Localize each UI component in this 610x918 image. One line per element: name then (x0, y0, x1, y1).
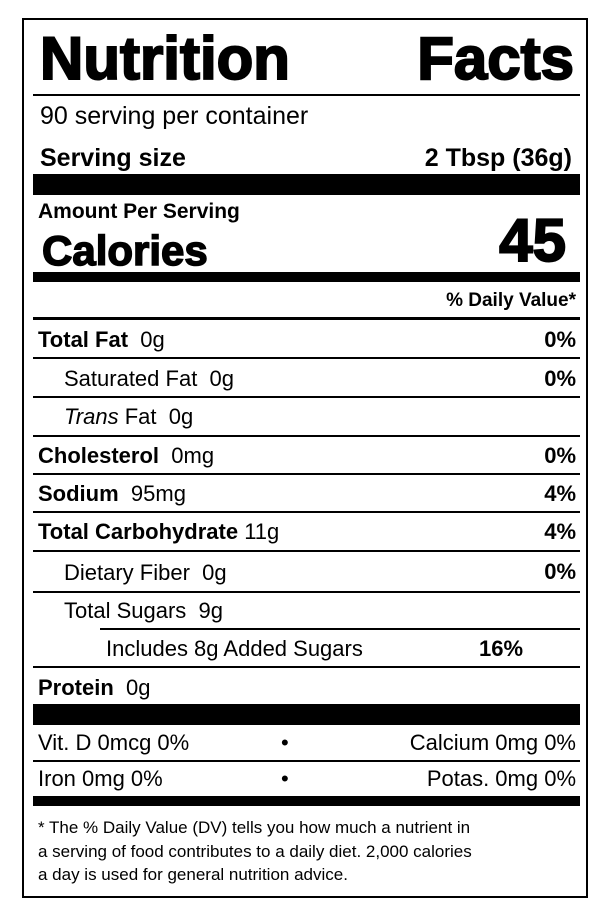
nutrient-name: Includes 8g Added Sugars (106, 636, 363, 661)
nutrient-dv: 0% (544, 443, 576, 468)
rule (33, 357, 580, 359)
thick-rule (33, 704, 580, 725)
nutrient-amount: 0mg (171, 443, 215, 468)
nutrient-dv: 4% (544, 519, 576, 544)
separator: • (281, 730, 289, 755)
calories-value: 45 (498, 207, 567, 275)
nutrient-dv: 16% (479, 636, 524, 661)
vitamin-left: Vit. D 0mcg 0% (38, 730, 190, 755)
daily-value-header: % Daily Value* (446, 290, 576, 311)
rule (33, 550, 580, 552)
nutrient-amount: 0g (202, 560, 227, 585)
nutrient-name: Dietary Fiber (64, 560, 190, 585)
nutrient-dv: 0% (544, 366, 576, 391)
label-frame (22, 18, 588, 898)
serving-size-label: Serving size (40, 144, 186, 172)
vitamin-right: Potas. 0mg 0% (426, 766, 576, 791)
rule (33, 511, 580, 513)
nutrient-amount: 9g (198, 598, 224, 623)
nutrient-amount: 0g (126, 675, 151, 700)
rule (33, 396, 580, 398)
nutrient-name: Saturated Fat (64, 366, 198, 391)
nutrient-name: Cholesterol (38, 443, 160, 468)
rule (33, 591, 580, 593)
nutrient-name: Fat (124, 404, 157, 429)
footnote-line: a day is used for general nutrition advi… (38, 865, 348, 884)
nutrient-amount: 0g (209, 366, 235, 391)
nutrient-name: Sodium (38, 481, 119, 506)
footnote-line: * The % Daily Value (DV) tells you how m… (38, 818, 471, 837)
rule (33, 760, 580, 762)
rule (33, 666, 580, 668)
calories-label: Calories (41, 226, 208, 275)
rule (33, 317, 580, 320)
thick-rule (33, 796, 580, 806)
title: Nutrition Facts (39, 24, 575, 93)
separator: • (281, 766, 289, 791)
nutrient-dv: 0% (544, 559, 576, 584)
rule (33, 473, 580, 475)
footnote-line: a serving of food contributes to a daily… (38, 842, 472, 861)
servings: 90 serving per container (40, 102, 309, 130)
rule (33, 94, 580, 96)
thick-rule (33, 174, 580, 195)
nutrient-dv: 4% (544, 481, 576, 506)
amount-per-serving: Amount Per Serving (38, 200, 240, 223)
nutrient-amount: 0g (168, 404, 194, 429)
nutrient-name: Protein (38, 675, 114, 700)
thick-rule (33, 272, 580, 282)
nutrient-name: Total Fat (38, 327, 129, 352)
vitamin-right: Calcium 0mg 0% (409, 730, 576, 755)
nutrient-name: Total Sugars (64, 598, 187, 623)
rule (33, 435, 580, 437)
vitamin-left: Iron 0mg 0% (38, 766, 163, 791)
nutrient-name: Total Carbohydrate (38, 519, 239, 544)
nutrient-dv: 0% (544, 327, 576, 352)
rule (100, 628, 580, 630)
nutrient-amount: 95mg (130, 481, 186, 506)
serving-size-value: 2 Tbsp (36g) (424, 144, 572, 172)
nutrient-amount: 11g (244, 519, 280, 544)
nutrient-name-italic: Trans (64, 404, 119, 429)
nutrient-amount: 0g (140, 327, 165, 352)
